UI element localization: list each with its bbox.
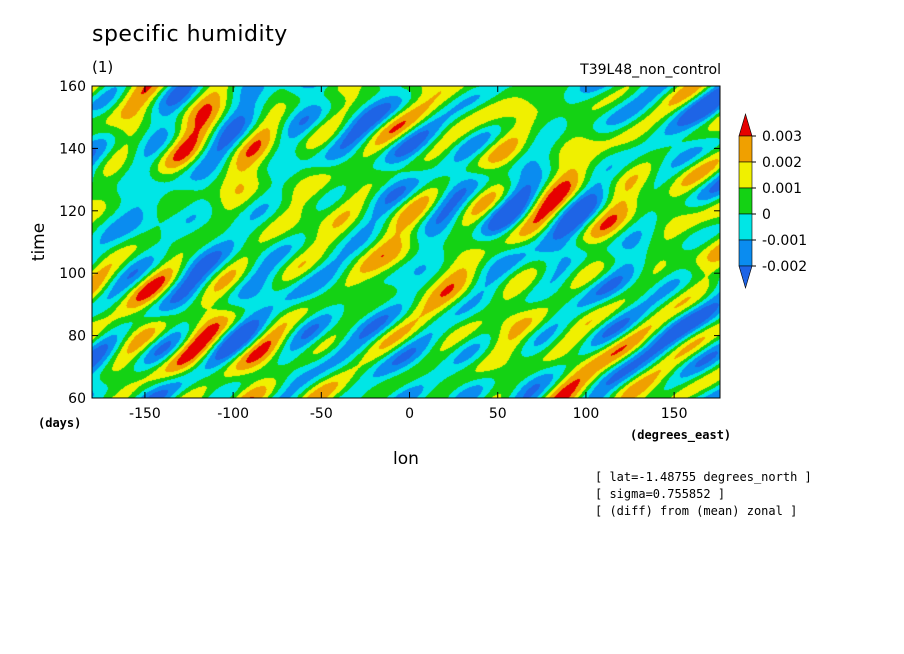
heatmap-field — [92, 86, 720, 398]
colorbar-segment — [738, 187, 753, 215]
chart-title: specific humidity — [92, 22, 288, 47]
colorbar-segment — [738, 161, 753, 189]
x-tick-label: 100 — [573, 406, 600, 422]
y-tick-label: 80 — [68, 329, 86, 345]
x-tick-label: 50 — [489, 406, 507, 422]
colorbar-segment — [738, 213, 753, 241]
note-lat: [ lat=-1.48755 degrees_north ] — [595, 470, 812, 484]
y-axis-title: time — [29, 223, 49, 261]
x-tick-label: 0 — [405, 406, 414, 422]
chart-subtitle: (1) — [92, 58, 114, 76]
y-units-label: (days) — [38, 416, 82, 430]
y-tick-label: 60 — [68, 391, 86, 407]
x-axis-title: lon — [393, 449, 419, 469]
x-tick-label: -100 — [217, 406, 249, 422]
colorbar-label: 0 — [762, 207, 771, 223]
plot-frame — [91, 85, 721, 399]
x-tick-label: -50 — [310, 406, 333, 422]
colorbar-segment — [738, 239, 753, 267]
colorbar-label: 0.003 — [762, 129, 802, 145]
x-tick-label: -150 — [129, 406, 161, 422]
colorbar-label: -0.002 — [762, 259, 807, 275]
experiment-label: T39L48_non_control — [580, 62, 721, 78]
colorbar: -0.002 -0.001 0 0.001 0.002 0.003 — [738, 112, 807, 290]
colorbar-label: -0.001 — [762, 233, 807, 249]
y-tick-label: 160 — [59, 79, 86, 95]
colorbar-label: 0.001 — [762, 181, 802, 197]
x-tick-label: 150 — [661, 406, 688, 422]
colorbar-segment — [738, 135, 753, 163]
x-units-label: (degrees_east) — [630, 428, 732, 442]
plot-area — [92, 86, 720, 398]
colorbar-max-triangle — [738, 112, 753, 137]
note-sigma: [ sigma=0.755852 ] — [595, 487, 726, 501]
y-tick-label: 100 — [59, 266, 86, 282]
note-diff: [ (diff) from (mean) zonal ] — [595, 504, 798, 518]
y-tick-label: 120 — [59, 204, 86, 220]
colorbar-label: 0.002 — [762, 155, 802, 171]
y-tick-label: 140 — [59, 141, 86, 157]
colorbar-min-triangle — [738, 265, 753, 290]
axes: -150 -100 -50 0 50 100 150 60 80 100 120 140 160 lon t… — [29, 79, 721, 469]
